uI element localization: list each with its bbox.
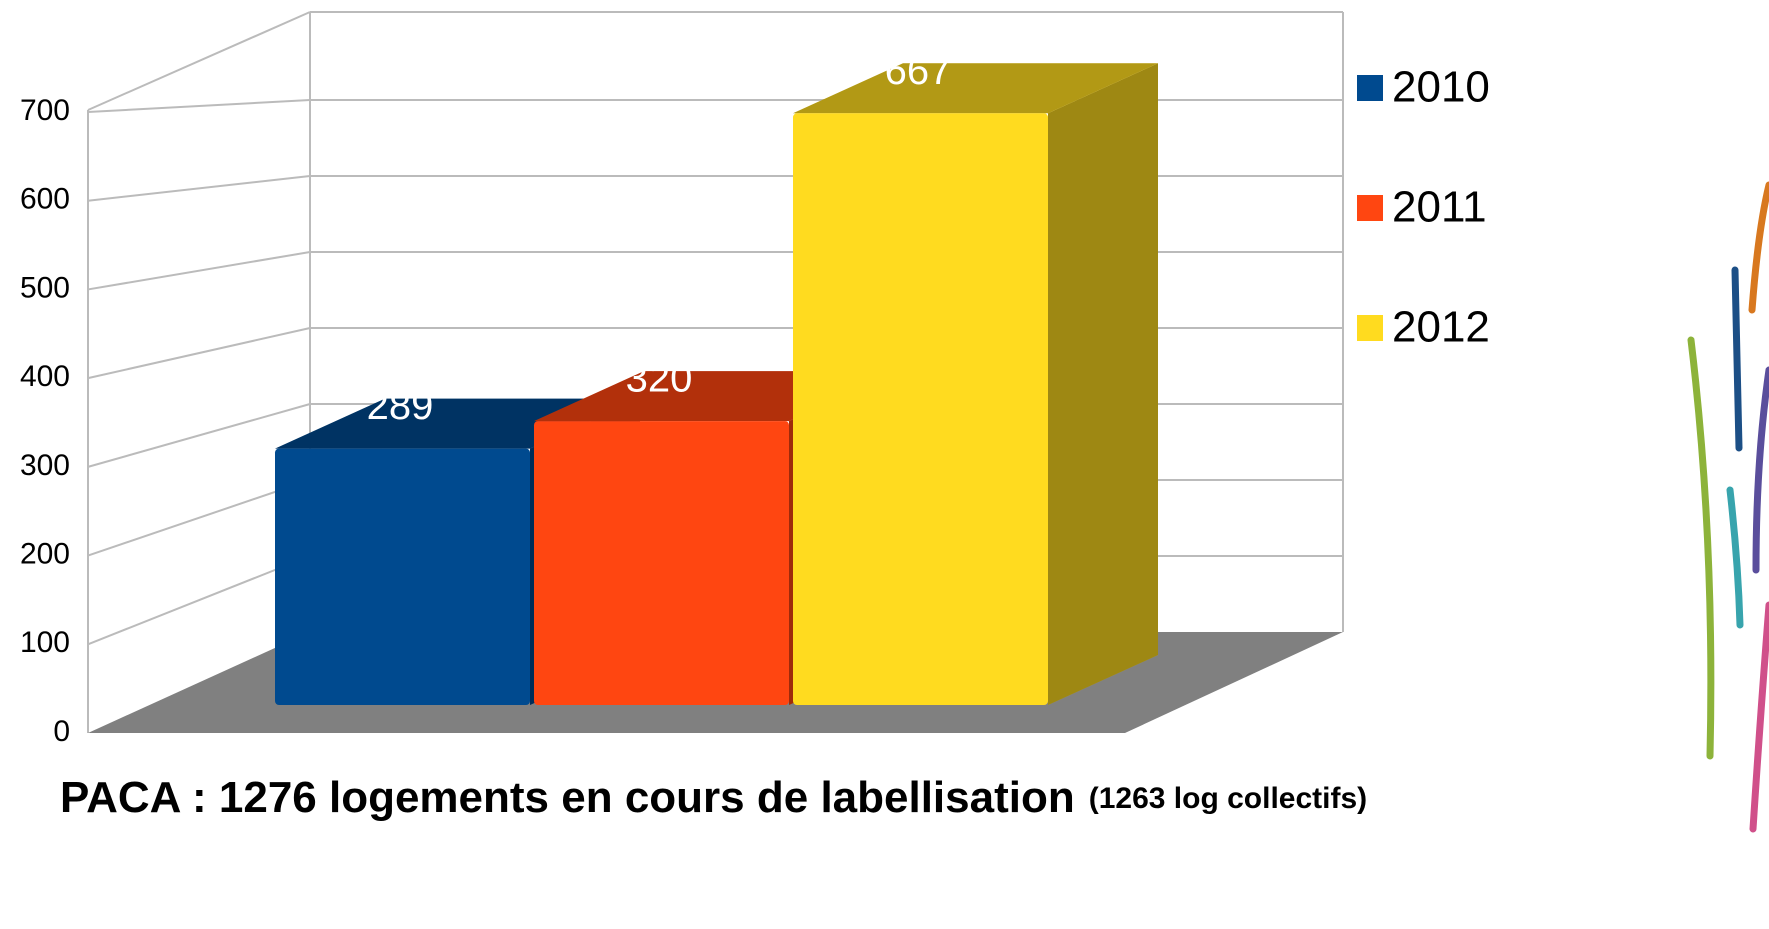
grid-line-side [88, 328, 310, 378]
chart-subtitle: (1263 log collectifs) [1089, 782, 1367, 815]
bar-3d: 667 [793, 49, 1158, 705]
deco-arc [1691, 340, 1711, 756]
grid-line-side [88, 100, 310, 112]
decoration [1691, 185, 1769, 829]
y-tick-label: 500 [20, 271, 70, 304]
legend-swatch [1357, 195, 1383, 221]
deco-arc [1756, 370, 1769, 570]
value-label: 320 [626, 357, 693, 401]
bar-side-shade [1048, 63, 1158, 705]
y-tick-label: 100 [20, 626, 70, 659]
value-label: 289 [367, 384, 434, 428]
deco-arc [1730, 490, 1740, 625]
grid-line-side [88, 176, 310, 201]
deco-arc [1735, 270, 1739, 448]
chart: 0 100 200 300 400 500 600 700 289 2010 320 2011 667 2… [0, 0, 1769, 929]
y-tick-label: 200 [20, 537, 70, 570]
y-tick-label: 600 [20, 183, 70, 216]
legend-swatch [1357, 315, 1383, 341]
wall-edge [88, 12, 310, 110]
legend-swatch [1357, 75, 1383, 101]
value-label: 667 [885, 49, 952, 93]
bar [793, 113, 1048, 705]
legend-label: 2012 [1392, 303, 1490, 352]
y-tick-label: 400 [20, 360, 70, 393]
chart-title: PACA : 1276 logements en cours de labell… [60, 773, 1075, 822]
deco-arc [1752, 185, 1769, 310]
y-tick-label: 700 [20, 94, 70, 127]
bar [534, 421, 789, 705]
deco-arc [1753, 605, 1769, 829]
legend-label: 2011 [1392, 183, 1487, 232]
bar [275, 449, 530, 705]
legend-label: 2010 [1392, 63, 1490, 112]
chart-title-line: PACA : 1276 logements en cours de labell… [60, 773, 1367, 822]
grid-line-side [88, 252, 310, 289]
y-tick-label: 0 [53, 715, 70, 748]
y-tick-label: 300 [20, 449, 70, 482]
